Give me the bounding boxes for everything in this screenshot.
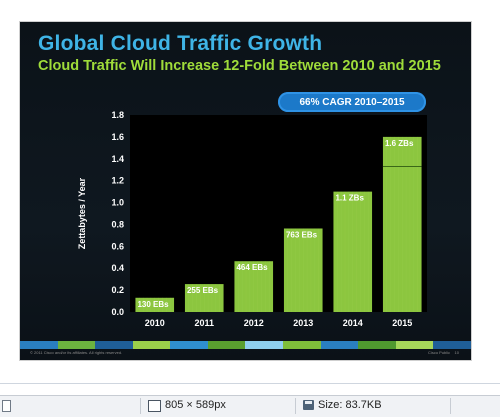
classification-label: Cisco Public: [428, 350, 451, 355]
x-tick-label: 2015: [392, 318, 412, 328]
bar-data-label: 464 EBs: [236, 263, 268, 272]
bar-chart: 0.0 0.2 0.4 0.6 0.8 1.0 1.2 1.4 1.6 1.8 Zettabytes…: [77, 110, 427, 328]
y-tick-label: 1.8: [111, 110, 124, 120]
footer-strip-segment: [132, 341, 171, 349]
footer-strip-segment: [320, 341, 359, 349]
x-tick-label: 2011: [194, 318, 214, 328]
y-tick-label: 0.8: [111, 219, 124, 229]
footer-color-strip: [20, 341, 471, 349]
y-tick-label: 1.4: [111, 154, 124, 164]
footer-strip-segment: [245, 341, 284, 349]
footer-right-text: Cisco Public 10: [428, 350, 459, 355]
bar: [283, 228, 323, 312]
bar: [184, 284, 224, 312]
footer-strip-segment: [20, 341, 58, 349]
divider: [0, 383, 500, 384]
copyright-text: © 2011 Cisco and/or its affiliates. All …: [30, 350, 123, 355]
bar: [135, 297, 175, 312]
footer-strip-segment: [207, 341, 246, 349]
disk-icon: [303, 400, 314, 410]
bar-data-label: 1.6 ZBs: [385, 139, 414, 148]
bar-data-label: 130 EBs: [137, 300, 169, 309]
y-tick-label: 1.6: [111, 132, 124, 142]
bar-data-label: 763 EBs: [286, 230, 318, 239]
footer-strip-segment: [283, 341, 321, 349]
dimensions-icon: [148, 400, 161, 412]
x-tick-label: 2010: [145, 318, 165, 328]
footer-strip-segment: [433, 341, 471, 349]
y-tick-label: 0.0: [111, 307, 124, 317]
slide-title: Global Cloud Traffic Growth: [38, 32, 323, 55]
bar: [333, 191, 373, 312]
footer-strip-segment: [170, 341, 208, 349]
bar-data-label: 255 EBs: [187, 286, 219, 295]
status-bar: 805 × 589px Size: 83.7KB: [0, 395, 500, 417]
y-tick-label: 0.2: [111, 285, 124, 295]
x-tick-label: 2012: [244, 318, 264, 328]
y-tick-label: 1.0: [111, 198, 124, 208]
slide: Global Cloud Traffic Growth Cloud Traffi…: [20, 22, 471, 360]
bar: [234, 261, 274, 312]
page-number: 10: [454, 350, 459, 355]
slide-subtitle: Cloud Traffic Will Increase 12-Fold Betw…: [38, 58, 441, 74]
page-icon: [2, 400, 11, 412]
status-separator: [295, 398, 296, 414]
x-tick-label: 2013: [293, 318, 313, 328]
cagr-badge: 66% CAGR 2010–2015: [278, 92, 426, 112]
image-dimensions: 805 × 589px: [165, 399, 226, 411]
status-separator: [140, 398, 141, 414]
footer-strip-segment: [95, 341, 133, 349]
y-axis-label: Zettabytes / Year: [77, 177, 87, 249]
plot-area: [130, 115, 427, 312]
footer-strip-segment: [395, 341, 434, 349]
file-size: Size: 83.7KB: [318, 399, 382, 411]
bar-data-label: 1.1 ZBs: [335, 194, 364, 203]
footer-strip-segment: [57, 341, 96, 349]
x-tick-label: 2014: [343, 318, 363, 328]
footer-strip-segment: [358, 341, 396, 349]
y-tick-label: 0.4: [111, 263, 124, 273]
y-tick-label: 0.6: [111, 241, 124, 251]
y-tick-label: 1.2: [111, 176, 124, 186]
status-separator: [450, 398, 451, 414]
